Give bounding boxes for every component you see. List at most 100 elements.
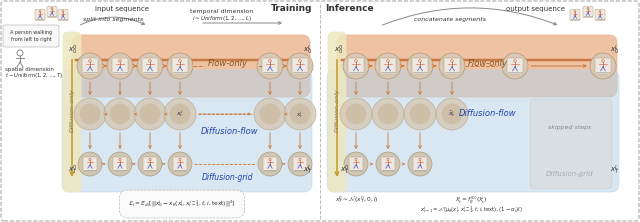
- FancyBboxPatch shape: [83, 157, 97, 171]
- Text: A person walking
from left to right: A person walking from left to right: [10, 30, 52, 42]
- FancyBboxPatch shape: [292, 58, 308, 74]
- Circle shape: [344, 152, 368, 176]
- Circle shape: [407, 53, 433, 79]
- Text: Flow-only: Flow-only: [208, 59, 248, 69]
- Text: $t \sim \mathit{Uniform}(1,2,\ldots,T)$: $t \sim \mathit{Uniform}(1,2,\ldots,T)$: [5, 71, 63, 79]
- FancyBboxPatch shape: [381, 157, 395, 171]
- Circle shape: [167, 53, 193, 79]
- FancyBboxPatch shape: [82, 58, 98, 74]
- FancyBboxPatch shape: [570, 10, 580, 20]
- Circle shape: [590, 53, 616, 79]
- Circle shape: [375, 53, 401, 79]
- Circle shape: [404, 98, 436, 130]
- Text: $x_T^L$: $x_T^L$: [610, 163, 620, 177]
- Circle shape: [439, 53, 465, 79]
- Text: $x_0^0$: $x_0^0$: [334, 44, 344, 57]
- Circle shape: [257, 53, 283, 79]
- FancyBboxPatch shape: [327, 70, 619, 192]
- Circle shape: [288, 152, 312, 176]
- Text: $x_T^0$: $x_T^0$: [340, 163, 350, 177]
- FancyBboxPatch shape: [507, 58, 523, 74]
- Text: Diffusion-only: Diffusion-only: [70, 88, 74, 132]
- Text: Diffusion-grid: Diffusion-grid: [546, 171, 594, 177]
- Circle shape: [168, 152, 192, 176]
- Circle shape: [77, 53, 103, 79]
- Circle shape: [346, 104, 366, 124]
- FancyBboxPatch shape: [172, 58, 188, 74]
- FancyBboxPatch shape: [293, 157, 307, 171]
- Circle shape: [436, 98, 468, 130]
- Circle shape: [343, 53, 369, 79]
- Text: $x_T^0 \sim \mathcal{N}(x_T^0, 0, I)$: $x_T^0 \sim \mathcal{N}(x_T^0, 0, I)$: [335, 195, 379, 205]
- FancyBboxPatch shape: [113, 157, 127, 171]
- FancyBboxPatch shape: [58, 10, 68, 20]
- Circle shape: [376, 152, 400, 176]
- FancyBboxPatch shape: [412, 58, 428, 74]
- Circle shape: [372, 98, 404, 130]
- FancyBboxPatch shape: [583, 6, 593, 18]
- FancyBboxPatch shape: [530, 99, 612, 189]
- Text: $\hat{x}_t^i = f_\theta^{(0)}(\hat{x}_t^i)$: $\hat{x}_t^i = f_\theta^{(0)}(\hat{x}_t^…: [455, 194, 488, 206]
- Text: Inference: Inference: [325, 4, 374, 13]
- Circle shape: [138, 152, 162, 176]
- Circle shape: [260, 104, 280, 124]
- Text: $x_t^i$: $x_t^i$: [296, 110, 303, 120]
- Circle shape: [134, 98, 166, 130]
- Text: temporal dimension: temporal dimension: [190, 9, 253, 14]
- Text: Training: Training: [271, 4, 312, 13]
- Circle shape: [254, 98, 286, 130]
- Circle shape: [108, 152, 132, 176]
- Circle shape: [137, 53, 163, 79]
- Text: output sequence: output sequence: [506, 6, 565, 12]
- FancyBboxPatch shape: [47, 6, 57, 18]
- Circle shape: [109, 104, 131, 124]
- Text: $\hat{x}_t^i$: $\hat{x}_t^i$: [448, 109, 456, 119]
- Circle shape: [410, 104, 430, 124]
- Circle shape: [408, 152, 432, 176]
- Text: $x_0^L$: $x_0^L$: [611, 44, 620, 57]
- Circle shape: [107, 53, 133, 79]
- Text: Diffusion-only: Diffusion-only: [335, 88, 339, 132]
- FancyBboxPatch shape: [348, 58, 364, 74]
- Circle shape: [74, 98, 106, 130]
- Circle shape: [78, 152, 102, 176]
- FancyBboxPatch shape: [328, 32, 346, 192]
- Text: $x_0^0$: $x_0^0$: [68, 44, 77, 57]
- Circle shape: [284, 98, 316, 130]
- Circle shape: [258, 152, 282, 176]
- Circle shape: [378, 104, 398, 124]
- Text: $\mathcal{L}_i = \mathbb{E}_{x_0}[||x_0^i - x_\theta(x_t^i, x_{t-1}^{i-1}, t, i,: $\mathcal{L}_i = \mathbb{E}_{x_0}[||x_0^…: [128, 199, 236, 209]
- Text: $i \sim \mathit{Uniform}(1,2,\ldots,L)$: $i \sim \mathit{Uniform}(1,2,\ldots,L)$: [192, 14, 252, 23]
- FancyBboxPatch shape: [595, 58, 611, 74]
- FancyBboxPatch shape: [142, 58, 158, 74]
- Circle shape: [287, 53, 313, 79]
- Circle shape: [442, 104, 462, 124]
- Text: $x_{t-1}^i = \mathcal{N}(\mu_\theta(x_t^i, x_{t-1}^{i-1}, t, i, \mathrm{text}), : $x_{t-1}^i = \mathcal{N}(\mu_\theta(x_t^…: [420, 205, 523, 215]
- Text: spatial dimension: spatial dimension: [5, 67, 54, 73]
- Circle shape: [79, 104, 100, 124]
- Text: $x_T^L$: $x_T^L$: [303, 163, 313, 177]
- FancyBboxPatch shape: [143, 157, 157, 171]
- Text: split into segments: split into segments: [83, 18, 143, 22]
- FancyBboxPatch shape: [380, 58, 396, 74]
- Text: input sequence: input sequence: [95, 6, 149, 12]
- Circle shape: [104, 98, 136, 130]
- FancyBboxPatch shape: [63, 32, 81, 192]
- Text: $x_T^0$: $x_T^0$: [68, 163, 78, 177]
- FancyBboxPatch shape: [62, 70, 312, 192]
- Text: $x_0^L$: $x_0^L$: [303, 44, 312, 57]
- FancyBboxPatch shape: [35, 10, 45, 20]
- Circle shape: [340, 98, 372, 130]
- FancyBboxPatch shape: [595, 10, 605, 20]
- FancyBboxPatch shape: [72, 35, 310, 97]
- FancyBboxPatch shape: [112, 58, 128, 74]
- Circle shape: [140, 104, 161, 124]
- FancyBboxPatch shape: [3, 25, 59, 47]
- Text: Diffusion-flow: Diffusion-flow: [201, 127, 259, 137]
- Text: Diffusion-flow: Diffusion-flow: [459, 109, 517, 119]
- FancyBboxPatch shape: [262, 58, 278, 74]
- FancyBboxPatch shape: [349, 157, 363, 171]
- FancyBboxPatch shape: [263, 157, 277, 171]
- Circle shape: [170, 104, 191, 124]
- Circle shape: [290, 104, 310, 124]
